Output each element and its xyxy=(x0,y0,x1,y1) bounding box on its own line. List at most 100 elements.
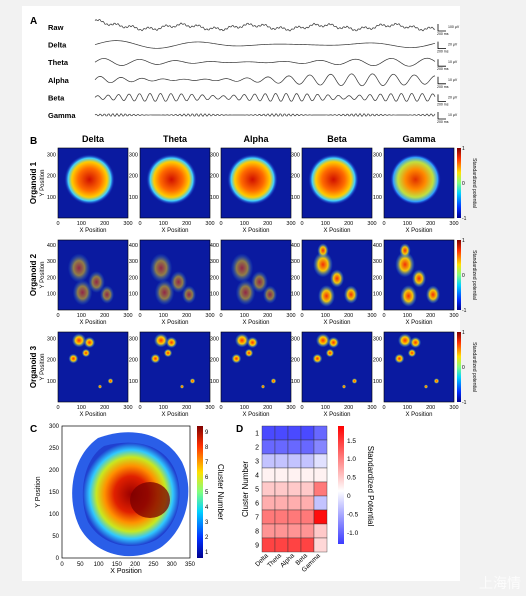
x-axis-label: X Position xyxy=(323,412,350,418)
cluster-y-tick: 200 xyxy=(49,468,60,474)
organoid-colorbar xyxy=(457,148,461,218)
cluster-y-tick: 250 xyxy=(49,446,60,452)
y-tick-label: 200 xyxy=(291,275,300,281)
heatmap-cell xyxy=(313,509,328,525)
heatmap-frame xyxy=(301,239,373,311)
trace-group: Raw 100 µV 200 ms Delta 20 µV 200 ms Theta 10 µ… xyxy=(48,19,460,124)
trace-label: Theta xyxy=(48,58,69,67)
x-tick-label: 0 xyxy=(138,405,141,411)
y-tick-label: 400 xyxy=(373,243,382,249)
heatmap-cell xyxy=(300,439,315,455)
signal-spot xyxy=(83,336,96,349)
potential-colorbar-tick: 1.5 xyxy=(347,438,356,445)
colorbar-tick: 0 xyxy=(462,273,465,279)
heatmap-cell xyxy=(261,523,276,539)
signal-spot xyxy=(163,348,173,358)
colorbar-tick: 1 xyxy=(462,146,465,152)
x-axis-label: X Position xyxy=(405,412,432,418)
signal-spot xyxy=(251,271,268,293)
signal-spot xyxy=(344,285,358,304)
heatmap-cell xyxy=(313,425,328,441)
cluster-tick: 2 xyxy=(205,535,209,541)
cluster-y-tick: 50 xyxy=(52,534,59,540)
y-tick-label: 100 xyxy=(47,292,56,298)
x-axis-label: X Position xyxy=(242,412,269,418)
x-tick-label: 200 xyxy=(182,221,191,227)
panel-c: C 0 50 100 150 200 250 300 35005010015020025030… xyxy=(30,424,225,575)
scale-voltage: 10 µV xyxy=(448,78,458,82)
cluster-tick: 6 xyxy=(205,475,209,481)
cluster-y-tick: 100 xyxy=(49,512,60,518)
scale-time: 200 ms xyxy=(437,50,449,54)
heatmap-cell xyxy=(261,425,276,441)
y-tick-label: 100 xyxy=(291,292,300,298)
x-tick-label: 300 xyxy=(367,221,376,227)
y-tick-label: 300 xyxy=(210,336,219,342)
heatmap-cell xyxy=(313,523,328,539)
watermark: 上海情 xyxy=(479,575,521,591)
signal-spot xyxy=(318,285,335,307)
colorbar-tick: 1 xyxy=(462,330,465,336)
y-tick-label: 100 xyxy=(210,292,219,298)
heatmap-cell xyxy=(300,481,315,497)
colorbar-tick: -1 xyxy=(462,308,467,314)
y-tick-label: 200 xyxy=(373,358,382,364)
y-tick-label: 300 xyxy=(47,152,56,158)
organoid-colorbar xyxy=(457,240,461,310)
band-title: Beta xyxy=(327,134,348,144)
potential-colorbar-tick: -0.5 xyxy=(347,512,359,519)
heatmap-cell xyxy=(287,425,302,441)
cluster-tick: 4 xyxy=(205,505,209,511)
heatmap-cell xyxy=(300,509,315,525)
potential-colorbar-ticks: 1.5 1.0 0.5 0 -0.5 -1.0 xyxy=(347,438,359,537)
panel-b: B Delta Theta Alpha Beta Gamma Organoid 10 10… xyxy=(29,134,477,418)
signal-spot xyxy=(433,378,440,384)
cluster-row-label: 9 xyxy=(255,543,259,550)
heatmap-cell xyxy=(313,495,328,511)
signal-region xyxy=(146,154,197,205)
signal-spot xyxy=(394,353,405,364)
x-tick-label: 0 xyxy=(56,221,59,227)
panel-a: A Raw 100 µV 200 ms Delta 20 µV 200 ms Theta 10… xyxy=(30,16,460,124)
y-axis-label: Y Position xyxy=(40,262,46,289)
heatmap-frame xyxy=(383,147,455,219)
trace-line xyxy=(94,19,436,32)
colorbar-tick: -1 xyxy=(462,216,467,222)
colorbar-tick: 1 xyxy=(462,238,465,244)
signal-spot xyxy=(423,384,429,389)
organoid-colorbar xyxy=(457,332,461,402)
x-tick-label: 100 xyxy=(77,313,86,319)
signal-region xyxy=(390,154,441,205)
y-tick-label: 200 xyxy=(291,358,300,364)
x-tick-label: 0 xyxy=(382,405,385,411)
y-tick-label: 300 xyxy=(210,152,219,158)
signal-spot xyxy=(72,333,86,348)
cluster-core xyxy=(130,482,170,518)
trace-label: Alpha xyxy=(48,76,70,85)
x-tick-label: 200 xyxy=(344,405,353,411)
trace-line xyxy=(94,57,436,67)
cluster-number-label: Cluster Number xyxy=(241,461,250,517)
signal-spot xyxy=(81,348,91,358)
y-tick-label: 200 xyxy=(291,174,300,180)
x-tick-label: 0 xyxy=(138,221,141,227)
heatmap-frame xyxy=(383,331,455,403)
cluster-colorbar xyxy=(197,426,203,558)
signal-spot xyxy=(317,243,329,258)
heatmap-frame xyxy=(139,147,211,219)
scale-voltage: 100 µV xyxy=(448,25,460,29)
x-tick-label: 200 xyxy=(263,405,272,411)
heatmap-frame xyxy=(139,331,211,403)
x-axis-label: X Position xyxy=(405,320,432,326)
heatmap-cell xyxy=(261,453,276,469)
signal-spot xyxy=(341,384,347,389)
signal-spot xyxy=(351,378,358,384)
signal-spot xyxy=(149,253,173,283)
x-tick-label: 200 xyxy=(426,313,435,319)
